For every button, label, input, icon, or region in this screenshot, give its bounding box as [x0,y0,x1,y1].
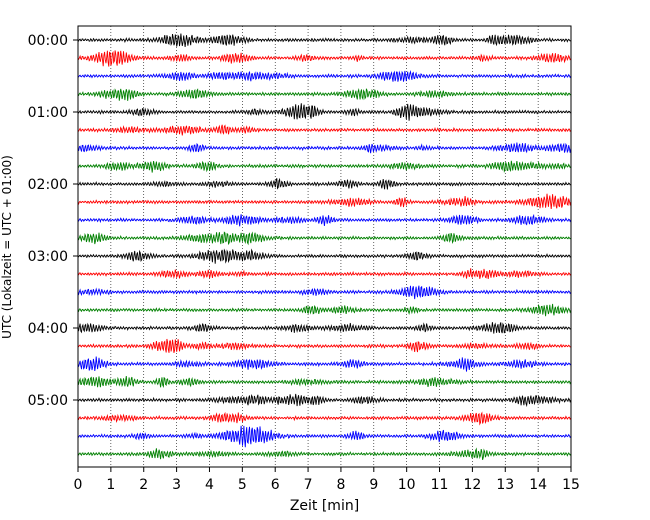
trace-line [77,248,572,264]
trace-line [77,103,572,121]
trace-line [77,142,572,154]
y-tick-label: 00:00 [28,33,68,49]
x-tick-label: 7 [304,477,313,493]
plot-frame [77,25,572,468]
y-tick-label: 04:00 [28,321,68,337]
y-tick-label: 03:00 [28,249,68,265]
x-tick-label: 1 [106,477,115,493]
trace-line [77,231,571,246]
trace-line [77,411,572,426]
x-tick-label: 3 [172,477,181,493]
trace-line [77,338,571,353]
x-tick-label: 10 [398,477,416,493]
x-tick-label: 0 [74,477,83,493]
trace-line [77,33,572,47]
trace-line [77,50,572,67]
plot-area [78,26,571,467]
trace-line [77,124,572,136]
y-axis-label: UTC (Lokalzeit = UTC + 01:00) [0,155,14,339]
seismic-traces [77,33,572,460]
trace-line [77,88,572,101]
trace-line [77,376,572,389]
y-tick-label: 05:00 [28,393,68,409]
trace-line [77,177,571,190]
x-axis-ticks: 0 1 2 3 4 5 6 7 8 9 10 11 12 13 14 15 [74,467,580,493]
trace-line [77,322,572,334]
x-tick-label: 2 [139,477,148,493]
trace-line [77,356,572,372]
trace-line [77,70,572,82]
y-tick-label: 01:00 [28,105,68,121]
x-tick-label: 8 [336,477,345,493]
trace-line [77,285,572,300]
trace-line [77,303,572,317]
x-tick-label: 12 [463,477,481,493]
x-tick-label: 14 [529,477,547,493]
trace-line [77,425,572,448]
trace-line [77,447,572,460]
x-tick-label: 13 [496,477,514,493]
x-axis-label: Zeit [min] [290,498,359,514]
x-tick-label: 5 [238,477,247,493]
y-tick-label: 02:00 [28,177,68,193]
x-tick-label: 9 [369,477,378,493]
x-tick-label: 4 [205,477,214,493]
trace-line [77,193,572,209]
trace-line [77,160,572,173]
trace-line [77,213,572,227]
x-tick-label: 6 [271,477,280,493]
trace-line [77,393,572,408]
trace-line [77,268,572,279]
x-tick-label: 11 [431,477,449,493]
y-axis-ticks: 00:00 01:00 02:00 03:00 04:00 05:00 [28,33,78,409]
x-tick-label: 15 [562,477,580,493]
